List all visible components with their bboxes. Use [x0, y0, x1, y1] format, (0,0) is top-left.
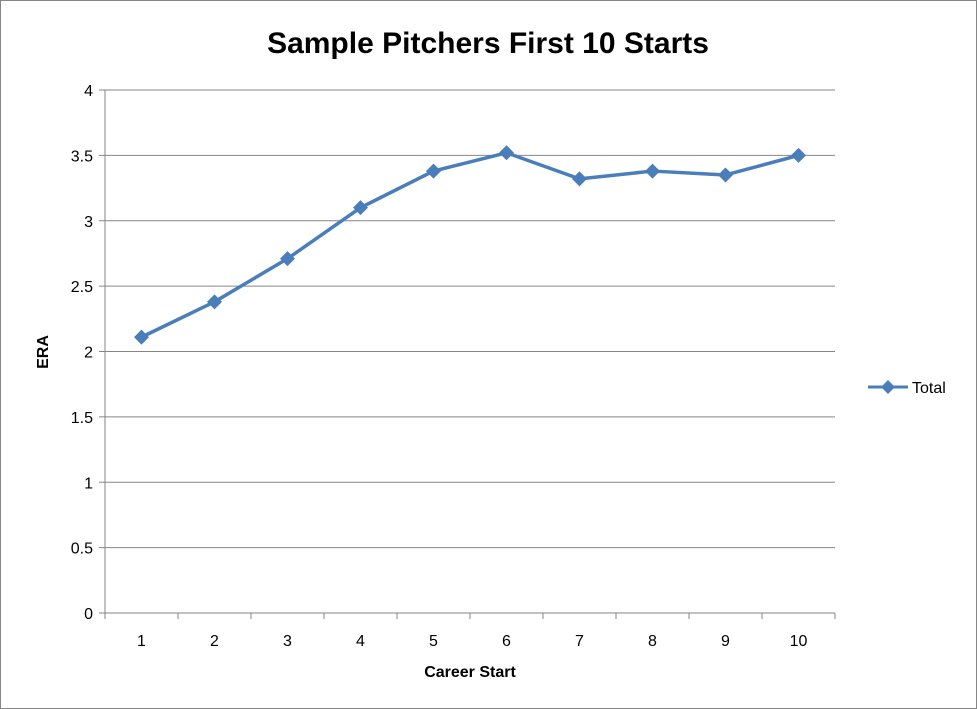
legend-label-total: Total [912, 380, 946, 397]
y-tick-label-5: 2.5 [71, 279, 93, 296]
x-tick-label-0: 1 [137, 633, 146, 650]
x-axis-title: Career Start [424, 664, 516, 681]
y-axis-title: ERA [35, 335, 52, 369]
y-tick-label-8: 4 [84, 83, 93, 100]
data-point-7 [572, 171, 587, 187]
y-axis-tick-labels: 0 0.5 1 1.5 2 2.5 3 3.5 4 [71, 83, 93, 623]
x-tick-label-3: 4 [356, 633, 365, 650]
data-point-4 [353, 200, 368, 216]
data-point-8 [645, 163, 660, 179]
y-tick-label-0: 0 [84, 606, 93, 623]
data-point-3 [280, 251, 295, 267]
x-tick-label-8: 9 [721, 633, 730, 650]
data-point-5 [426, 163, 441, 179]
data-point-9 [718, 167, 733, 183]
y-tick-label-2: 1 [84, 475, 93, 492]
x-tick-label-9: 10 [790, 633, 808, 650]
data-point-1 [134, 329, 149, 345]
x-tick-label-6: 7 [575, 633, 584, 650]
x-tick-label-1: 2 [210, 633, 219, 650]
axes [99, 89, 836, 619]
y-tick-label-4: 2 [84, 345, 93, 362]
series-total [134, 145, 806, 345]
legend: Total [868, 380, 946, 397]
y-tick-label-6: 3 [84, 214, 93, 231]
chart-title: Sample Pitchers First 10 Starts [267, 27, 709, 60]
x-axis-tick-labels: 1 2 3 4 5 6 7 8 9 10 [137, 633, 807, 650]
x-tick-label-4: 5 [429, 633, 438, 650]
data-point-10 [791, 147, 806, 163]
x-tick-label-5: 6 [502, 633, 511, 650]
y-tick-label-7: 3.5 [71, 148, 93, 165]
grid-lines [105, 89, 835, 614]
x-tick-label-2: 3 [283, 633, 292, 650]
y-tick-label-3: 1.5 [71, 410, 93, 427]
series-line-0 [140, 151, 799, 339]
y-tick-label-1: 0.5 [71, 541, 93, 558]
legend-marker-total [881, 380, 895, 394]
data-point-6 [499, 145, 514, 161]
x-tick-label-7: 8 [648, 633, 657, 650]
data-point-2 [207, 294, 222, 310]
